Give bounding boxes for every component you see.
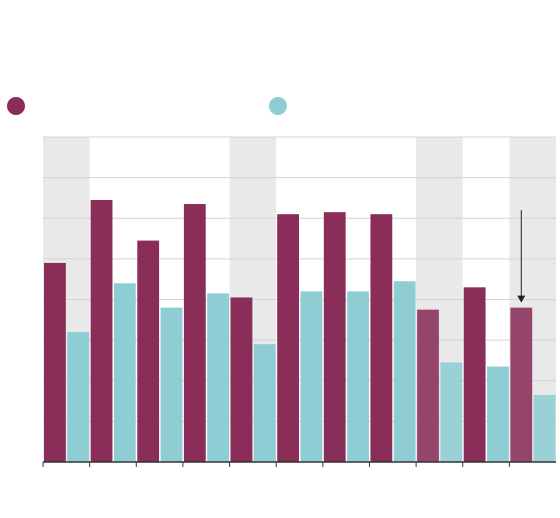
legend-marker	[269, 97, 287, 115]
annotation-arrow-head	[517, 295, 526, 303]
x-axis	[42, 461, 556, 467]
bar	[393, 281, 416, 462]
bar	[463, 287, 486, 462]
legend	[7, 97, 287, 115]
bar	[323, 212, 346, 462]
bar	[253, 344, 276, 462]
bar	[44, 262, 66, 462]
bar	[417, 309, 439, 462]
bar	[277, 214, 299, 462]
bar	[440, 362, 463, 462]
bar	[533, 394, 556, 462]
bar	[67, 332, 90, 462]
bar	[510, 307, 533, 462]
bar	[230, 297, 253, 462]
bars	[44, 199, 556, 462]
bar	[113, 283, 136, 462]
bar	[183, 204, 206, 462]
bar	[370, 214, 393, 462]
annotation	[517, 210, 526, 303]
bar	[347, 291, 369, 462]
bar	[137, 240, 160, 462]
bar	[90, 199, 113, 462]
legend-marker	[7, 97, 25, 115]
bar	[160, 307, 183, 462]
bar	[207, 293, 230, 462]
bar	[487, 366, 509, 462]
bar	[300, 291, 323, 462]
